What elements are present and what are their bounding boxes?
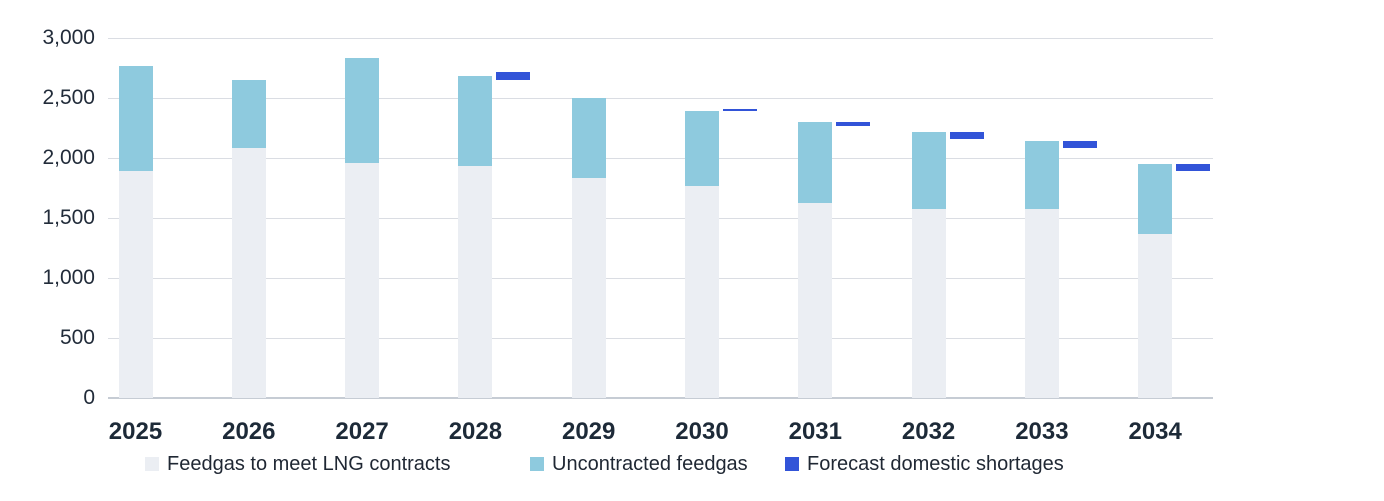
bar-segment-2025 [118,65,153,172]
legend-swatch-icon [530,457,544,471]
y-tick-label: 2,000 [42,146,95,169]
legend-swatch-icon [145,457,159,471]
bar-segment-2028 [458,76,493,166]
bar-segment-2033 [1024,141,1059,209]
x-tick-label-2028: 2028 [448,418,503,445]
legend-swatch-icon [785,457,799,471]
x-tick-label-2033: 2033 [1015,418,1069,445]
bar-segment-2029 [571,98,606,178]
y-tick-label: 1,500 [42,206,95,229]
bar-segment-2034 [1138,164,1173,234]
gridline [108,218,1213,219]
y-tick-label: 1,000 [42,266,95,289]
shortage-mark-2031 [836,122,871,127]
bar-segment-2032 [911,131,946,209]
x-tick-label-2030: 2030 [675,418,729,445]
gridline [108,338,1213,339]
shortage-mark-2030 [723,109,757,112]
bar-segment-2029 [571,177,606,398]
y-tick-label: 2,500 [42,86,95,109]
x-tick-label-2032: 2032 [901,418,956,445]
gridline [108,158,1213,159]
bar-segment-2032 [911,209,946,398]
bar-segment-2025 [118,171,153,398]
legend-item: Forecast domestic shortages [785,452,1064,476]
y-tick-label: 500 [59,326,95,349]
x-tick-label-2031: 2031 [788,418,842,445]
x-tick-label-2027: 2027 [335,418,389,445]
x-tick-label-2026: 2026 [222,418,276,445]
shortage-mark-2034 [1176,164,1211,172]
y-tick-label: 0 [83,386,95,409]
bar-segment-2027 [345,57,380,163]
shortage-mark-2028 [496,71,531,80]
x-axis-line [108,397,1213,399]
gridline [108,278,1213,279]
legend-item: Feedgas to meet LNG contracts [145,452,450,476]
bar-segment-2028 [458,165,493,398]
x-tick-label-2034: 2034 [1128,418,1182,445]
gridline [108,38,1213,39]
x-tick-label-2025: 2025 [108,418,163,445]
legend-label: Forecast domestic shortages [807,453,1064,475]
bar-segment-2030 [685,110,719,187]
bar-segment-2031 [798,122,833,203]
bar-segment-2026 [231,80,266,149]
bar-segment-2027 [345,162,380,398]
shortage-mark-2032 [949,132,984,139]
bar-segment-2034 [1138,233,1173,398]
y-tick-label: 3,000 [42,26,95,49]
legend-item: Uncontracted feedgas [530,452,748,476]
legend-label: Uncontracted feedgas [552,453,748,475]
bar-segment-2031 [798,203,833,398]
legend-label: Feedgas to meet LNG contracts [167,453,451,475]
bar-segment-2026 [231,148,266,398]
shortage-mark-2033 [1062,141,1097,148]
bar-segment-2030 [685,186,719,398]
x-tick-label-2029: 2029 [561,418,616,445]
gridline [108,98,1213,99]
bar-segment-2033 [1024,209,1059,398]
